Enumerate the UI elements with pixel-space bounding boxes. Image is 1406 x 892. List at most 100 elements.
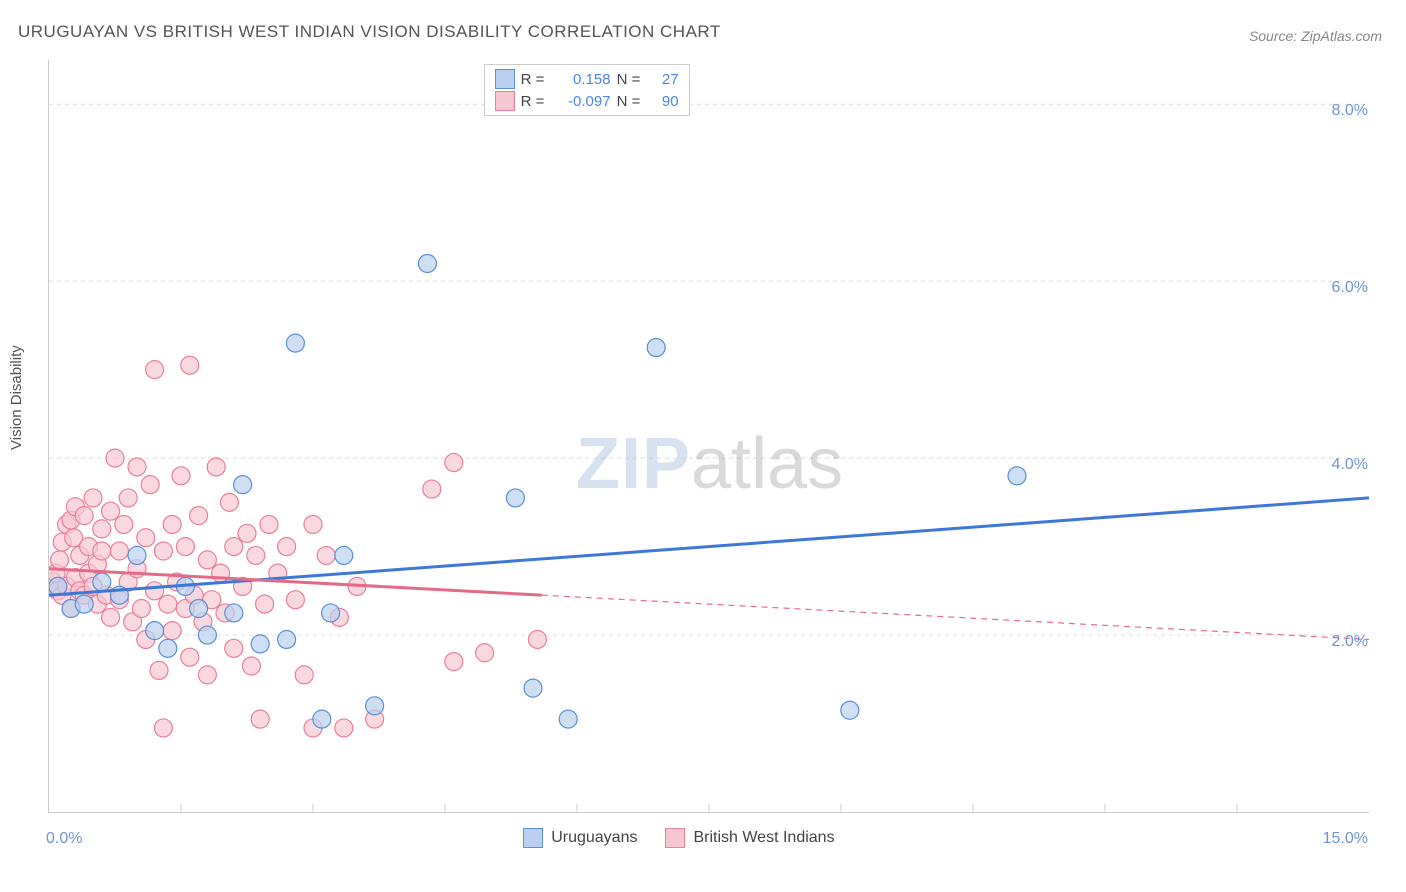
scatter-point — [163, 515, 181, 533]
scatter-point — [247, 546, 265, 564]
legend-row: R = 0.158 N = 27 — [495, 69, 679, 89]
scatter-point — [137, 529, 155, 547]
r-label: R = — [521, 93, 549, 110]
scatter-point — [159, 595, 177, 613]
series-legend: Uruguayans British West Indians — [523, 828, 834, 848]
scatter-point — [115, 515, 133, 533]
legend-label: British West Indians — [693, 829, 834, 847]
scatter-point — [93, 573, 111, 591]
scatter-point — [146, 361, 164, 379]
scatter-point — [119, 489, 137, 507]
y-axis-label: Vision Disability — [8, 345, 25, 450]
chart-title: URUGUAYAN VS BRITISH WEST INDIAN VISION … — [18, 22, 721, 42]
scatter-point — [93, 520, 111, 538]
scatter-point — [102, 608, 120, 626]
scatter-point — [304, 515, 322, 533]
scatter-point — [317, 546, 335, 564]
scatter-point — [242, 657, 260, 675]
n-label: N = — [617, 71, 645, 88]
legend-item: Uruguayans — [523, 828, 637, 848]
scatter-point — [234, 476, 252, 494]
scatter-point — [260, 515, 278, 533]
correlation-legend: R = 0.158 N = 27 R = -0.097 N = 90 — [484, 64, 690, 116]
scatter-point — [238, 524, 256, 542]
scatter-point — [181, 648, 199, 666]
scatter-point — [418, 254, 436, 272]
scatter-point — [110, 542, 128, 560]
scatter-point — [198, 551, 216, 569]
scatter-point — [286, 334, 304, 352]
scatter-point — [506, 489, 524, 507]
scatter-point — [163, 622, 181, 640]
scatter-point — [75, 595, 93, 613]
legend-swatch — [523, 828, 543, 848]
scatter-plot — [48, 60, 1369, 813]
legend-row: R = -0.097 N = 90 — [495, 91, 679, 111]
scatter-point — [295, 666, 313, 684]
scatter-point — [366, 697, 384, 715]
scatter-point — [146, 622, 164, 640]
scatter-point — [198, 666, 216, 684]
scatter-point — [335, 719, 353, 737]
scatter-point — [190, 507, 208, 525]
scatter-point — [102, 502, 120, 520]
scatter-point — [132, 600, 150, 618]
scatter-point — [154, 542, 172, 560]
scatter-point — [286, 591, 304, 609]
scatter-point — [176, 538, 194, 556]
scatter-point — [128, 546, 146, 564]
scatter-point — [524, 679, 542, 697]
scatter-point — [225, 639, 243, 657]
scatter-point — [225, 604, 243, 622]
scatter-point — [528, 630, 546, 648]
y-tick-label: 4.0% — [1318, 456, 1368, 474]
r-value: 0.158 — [555, 71, 611, 88]
scatter-point — [84, 489, 102, 507]
scatter-point — [313, 710, 331, 728]
scatter-point — [335, 546, 353, 564]
scatter-point — [146, 582, 164, 600]
scatter-point — [278, 538, 296, 556]
scatter-point — [172, 467, 190, 485]
scatter-point — [225, 538, 243, 556]
trend-line-extrapolated — [542, 595, 1369, 639]
legend-label: Uruguayans — [551, 829, 637, 847]
r-value: -0.097 — [555, 93, 611, 110]
scatter-point — [1008, 467, 1026, 485]
scatter-point — [322, 604, 340, 622]
scatter-point — [150, 661, 168, 679]
n-value: 27 — [651, 71, 679, 88]
scatter-point — [445, 454, 463, 472]
scatter-point — [220, 493, 238, 511]
x-tick-label: 15.0% — [1323, 830, 1368, 848]
scatter-point — [251, 710, 269, 728]
scatter-point — [154, 719, 172, 737]
legend-item: British West Indians — [665, 828, 834, 848]
scatter-point — [207, 458, 225, 476]
scatter-point — [190, 600, 208, 618]
r-label: R = — [521, 71, 549, 88]
scatter-point — [251, 635, 269, 653]
legend-swatch — [495, 91, 515, 111]
scatter-point — [159, 639, 177, 657]
source-label: Source: ZipAtlas.com — [1249, 28, 1382, 44]
scatter-point — [181, 356, 199, 374]
scatter-point — [278, 630, 296, 648]
scatter-point — [423, 480, 441, 498]
scatter-point — [445, 653, 463, 671]
legend-swatch — [495, 69, 515, 89]
scatter-point — [476, 644, 494, 662]
y-tick-label: 8.0% — [1318, 102, 1368, 120]
scatter-point — [841, 701, 859, 719]
n-label: N = — [617, 93, 645, 110]
n-value: 90 — [651, 93, 679, 110]
legend-swatch — [665, 828, 685, 848]
scatter-point — [93, 542, 111, 560]
x-tick-label: 0.0% — [46, 830, 82, 848]
y-tick-label: 2.0% — [1318, 633, 1368, 651]
scatter-point — [559, 710, 577, 728]
scatter-point — [106, 449, 124, 467]
scatter-point — [51, 551, 69, 569]
scatter-point — [256, 595, 274, 613]
scatter-point — [141, 476, 159, 494]
